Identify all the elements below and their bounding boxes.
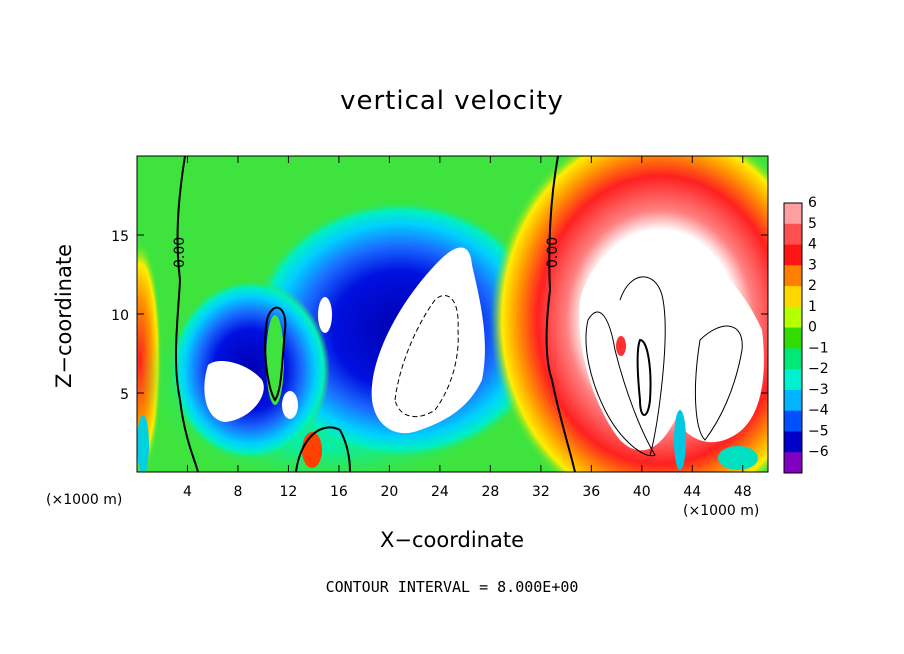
x-tick-label: 12 xyxy=(280,484,298,500)
zero-contour-right xyxy=(545,156,576,472)
colorbar: 6 5 4 3 2 1 0 −1 −2 −3 −4 −5 −6 xyxy=(783,195,829,474)
zero-contour-tongue xyxy=(264,306,287,402)
x-tick-label: 44 xyxy=(683,484,701,500)
colorbar-frame xyxy=(783,202,803,474)
colorbar-swatch xyxy=(784,286,802,308)
x-tick-label: 8 xyxy=(233,484,242,500)
colorbar-label: −3 xyxy=(808,382,829,398)
x-unit-label-left: (×1000 m) xyxy=(46,492,123,508)
colorbar-label: −2 xyxy=(808,361,829,377)
colorbar-swatch xyxy=(784,348,802,370)
zero-contour-left xyxy=(174,156,199,472)
colorbar-label: 1 xyxy=(808,299,817,315)
updraft-right-core xyxy=(579,239,764,451)
downdraft-small-core-2 xyxy=(282,391,298,419)
x-unit-label-right: (×1000 m) xyxy=(683,503,760,519)
x-tick-label: 20 xyxy=(380,484,398,500)
contour-label-right: 0.00 xyxy=(545,237,561,268)
positive-contour-1 xyxy=(585,311,656,457)
colorbar-label: 3 xyxy=(808,257,817,273)
x-tick-label: 24 xyxy=(431,484,449,500)
colorbar-label: 2 xyxy=(808,278,817,294)
colorbar-swatch xyxy=(784,452,802,474)
updraft-pocket xyxy=(616,336,626,356)
x-tick-label: 48 xyxy=(734,484,752,500)
x-tick-label: 36 xyxy=(582,484,600,500)
contour-interval-note: CONTOUR INTERVAL = 8.000E+00 xyxy=(325,578,579,596)
colorbar-label: 5 xyxy=(808,216,817,232)
x-tick-label: 4 xyxy=(183,484,192,500)
colorbar-swatch xyxy=(784,431,802,453)
x-axis-label: X−coordinate xyxy=(380,528,524,552)
downdraft-left-core xyxy=(204,360,264,422)
downdraft-small-core xyxy=(318,297,332,333)
downdraft-center-core xyxy=(371,247,485,434)
left-surface-downdraft xyxy=(137,415,149,472)
contour-plot-area xyxy=(137,156,768,472)
colorbar-swatch xyxy=(784,327,802,349)
zero-contour-bottom xyxy=(295,426,351,472)
x-tick-label: 40 xyxy=(633,484,651,500)
x-axis-ticks: 4 8 12 16 20 24 28 32 36 40 44 48 xyxy=(183,156,752,500)
y-axis-ticks: 5 10 15 xyxy=(111,229,768,403)
x-tick-label: 16 xyxy=(330,484,348,500)
colorbar-swatch xyxy=(784,244,802,266)
positive-contour-2 xyxy=(619,276,666,456)
surface-downdraft-2 xyxy=(718,446,758,470)
colorbar-swatch xyxy=(784,265,802,287)
positive-contour-4 xyxy=(636,338,652,416)
colorbar-swatch xyxy=(784,389,802,412)
surface-updraft xyxy=(302,432,322,468)
colorbar-swatch xyxy=(784,223,802,246)
colorbar-swatch xyxy=(784,203,802,225)
colorbar-swatch xyxy=(784,306,802,329)
colorbar-label: −4 xyxy=(808,403,829,419)
colorbar-swatch xyxy=(784,410,802,432)
y-tick-label: 15 xyxy=(111,229,129,245)
surface-downdraft xyxy=(674,410,686,470)
colorbar-label: 0 xyxy=(808,320,817,336)
colorbar-label: −1 xyxy=(808,340,829,356)
y-tick-label: 5 xyxy=(120,387,129,403)
colorbar-label: −6 xyxy=(808,444,829,460)
colorbar-label: 4 xyxy=(808,237,817,253)
x-tick-label: 32 xyxy=(532,484,550,500)
colorbar-label: −5 xyxy=(808,423,829,439)
chart-title: vertical velocity xyxy=(340,86,564,116)
contour-label-left: 0.00 xyxy=(172,237,188,268)
updraft-tongue xyxy=(266,315,284,405)
x-tick-label: 28 xyxy=(481,484,499,500)
y-tick-label: 10 xyxy=(111,308,129,324)
colorbar-label: 6 xyxy=(808,195,817,211)
colorbar-swatch xyxy=(784,369,802,391)
positive-contour-3 xyxy=(694,325,743,441)
